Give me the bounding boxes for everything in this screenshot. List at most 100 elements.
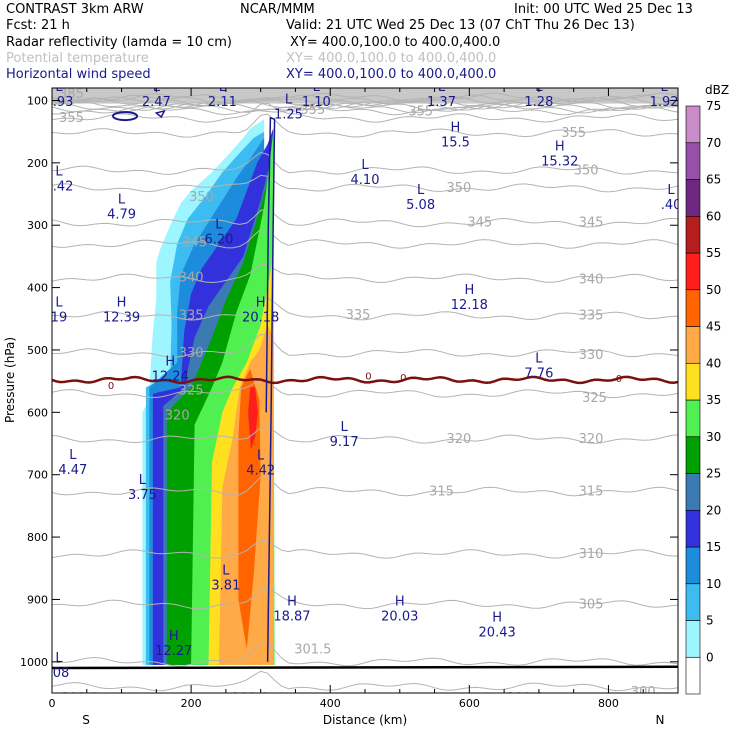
isentrope-line — [52, 263, 678, 284]
extremum-value: 4.10 — [351, 173, 380, 188]
overlay-lines: 0 0 0 0 — [52, 109, 678, 670]
isentrope-label: 345 — [467, 216, 492, 231]
colorbar-segment — [685, 546, 701, 585]
extremum-value: 12.39 — [103, 310, 140, 325]
isentrope-line — [52, 297, 678, 321]
isentrope-label: 325 — [582, 391, 607, 406]
updraft-core-outline — [265, 116, 276, 662]
isentrope-label: 300 — [631, 685, 656, 700]
isentrope-label: 340 — [579, 272, 604, 287]
extremum-type: H — [165, 355, 175, 370]
extremum-type: L — [55, 80, 63, 95]
extremum-value: 19 — [51, 310, 68, 325]
extremum-type: L — [222, 563, 230, 578]
colorbar-label: 65 — [706, 173, 721, 187]
extremum-value: 2.47 — [142, 95, 171, 110]
extremum-type: H — [117, 295, 127, 310]
extremum-type: L — [139, 473, 147, 488]
freezing-level-label: 0 — [400, 373, 406, 384]
isentrope-line — [52, 94, 678, 105]
valid-time: Valid: 21 UTC Wed 25 Dec 13 (07 ChT Thu … — [286, 18, 635, 33]
isentrope-label: 310 — [579, 547, 604, 562]
colorbar-label: 75 — [706, 99, 721, 113]
colorbar-label: 5 — [706, 614, 714, 628]
wind-extremum-low: L9.17 — [330, 420, 359, 450]
extremum-value: .08 — [49, 666, 70, 681]
colorbar-segment — [685, 473, 701, 511]
isentrope-label: 320 — [579, 432, 604, 447]
wind-extremum-high: H20.03 — [381, 595, 418, 625]
isentrope-label: 350 — [189, 190, 214, 205]
extremum-value: 12.27 — [155, 644, 192, 659]
x-tick-label: 600 — [459, 697, 480, 710]
wind-extremum-low: L.40 — [661, 183, 682, 213]
isentrope-line — [52, 102, 678, 123]
colorbar-label: 15 — [706, 540, 721, 554]
isentrope-label: 330 — [579, 348, 604, 363]
y-tick-label: 700 — [27, 469, 48, 482]
x-tick-label: 800 — [598, 697, 619, 710]
colorbar-segment — [685, 105, 701, 144]
isentrope-label: 340 — [179, 271, 204, 286]
isentrope-label: 301.5 — [294, 642, 331, 657]
extremum-value: 20.43 — [479, 625, 516, 640]
extremum-type: L — [55, 164, 63, 179]
wind-extremum-low: L4.42 — [246, 449, 275, 479]
extremum-type: H — [464, 283, 474, 298]
extremum-value: 6.20 — [204, 232, 233, 247]
colorbar-segment — [685, 436, 701, 474]
isentrope-line — [52, 113, 678, 138]
field-reflectivity-name: Radar reflectivity (lamda = 10 cm) — [6, 35, 232, 50]
colorbar-label: 20 — [706, 503, 721, 517]
wind-extremum-low: L1.10 — [302, 88, 331, 110]
plot-area: 0 0 0 0 385 355 355 355 355 350 350 350 345 345 345 34… — [3, 80, 682, 727]
extremum-value: 12.18 — [451, 298, 488, 313]
freezing-level-line — [52, 375, 678, 385]
extremum-value: 4.47 — [58, 463, 87, 478]
colorbar-label: 35 — [706, 393, 721, 407]
wind-extrema-labels: L2.93L2.47L2.11L1.10L1.37L1.28L1.92L1.25… — [44, 80, 682, 681]
extremum-type: L — [285, 93, 293, 108]
colorbar-label: 60 — [706, 209, 721, 223]
x-tick-label: 200 — [181, 697, 202, 710]
field-theta-xy: XY= 400.0,100.0 to 400.0,400.0 — [286, 51, 496, 66]
colorbar-segment — [685, 583, 701, 621]
extremum-type: H — [492, 610, 502, 625]
wind-extremum-low: L1.37 — [427, 88, 456, 110]
colorbar-label: 0 — [706, 650, 714, 664]
y-tick-label: 900 — [27, 593, 48, 606]
isentrope-line — [52, 426, 678, 444]
colorbar-segment — [685, 656, 701, 695]
extremum-type: L — [55, 651, 63, 666]
colorbar-label: 10 — [706, 577, 721, 591]
colorbar-label: 25 — [706, 467, 721, 481]
freezing-level-label: 0 — [108, 381, 114, 392]
extremum-value: 2.93 — [44, 95, 73, 110]
wind-extremum-high: H12.39 — [103, 295, 140, 325]
isentrope-label: 315 — [429, 485, 454, 500]
isentrope-label: 299.0 — [232, 691, 269, 706]
model-title: CONTRAST 3km ARW — [6, 2, 144, 17]
isentrope-label: 325 — [179, 384, 204, 399]
x-axis-right-end-label: N — [656, 713, 665, 727]
y-tick-label: 1000 — [20, 656, 48, 669]
colorbar-label: 70 — [706, 136, 721, 150]
wind-extremum-low: L7.76 — [524, 351, 553, 381]
reflectivity-shading — [52, 88, 678, 665]
isentrope-line — [52, 228, 678, 249]
extremum-type: L — [417, 183, 425, 198]
wind-extremum-high: H20.18 — [242, 295, 279, 325]
extremum-value: 5.08 — [406, 198, 435, 213]
extremum-value: 1.10 — [302, 95, 331, 110]
extremum-value: .40 — [661, 198, 682, 213]
colorbar-label: 45 — [706, 320, 721, 334]
extremum-type: L — [118, 192, 126, 207]
y-tick-label: 400 — [27, 282, 48, 295]
wind-minimum-contour — [112, 111, 139, 122]
extremum-type: L — [660, 80, 668, 95]
extremum-type: L — [257, 449, 265, 464]
isentrope-label: 301.0 — [61, 691, 98, 706]
extremum-value: 1.92 — [650, 95, 679, 110]
field-wind-xy: XY= 400.0,100.0 to 400.0,400.0 — [286, 67, 496, 82]
colorbar-segment — [685, 179, 701, 217]
